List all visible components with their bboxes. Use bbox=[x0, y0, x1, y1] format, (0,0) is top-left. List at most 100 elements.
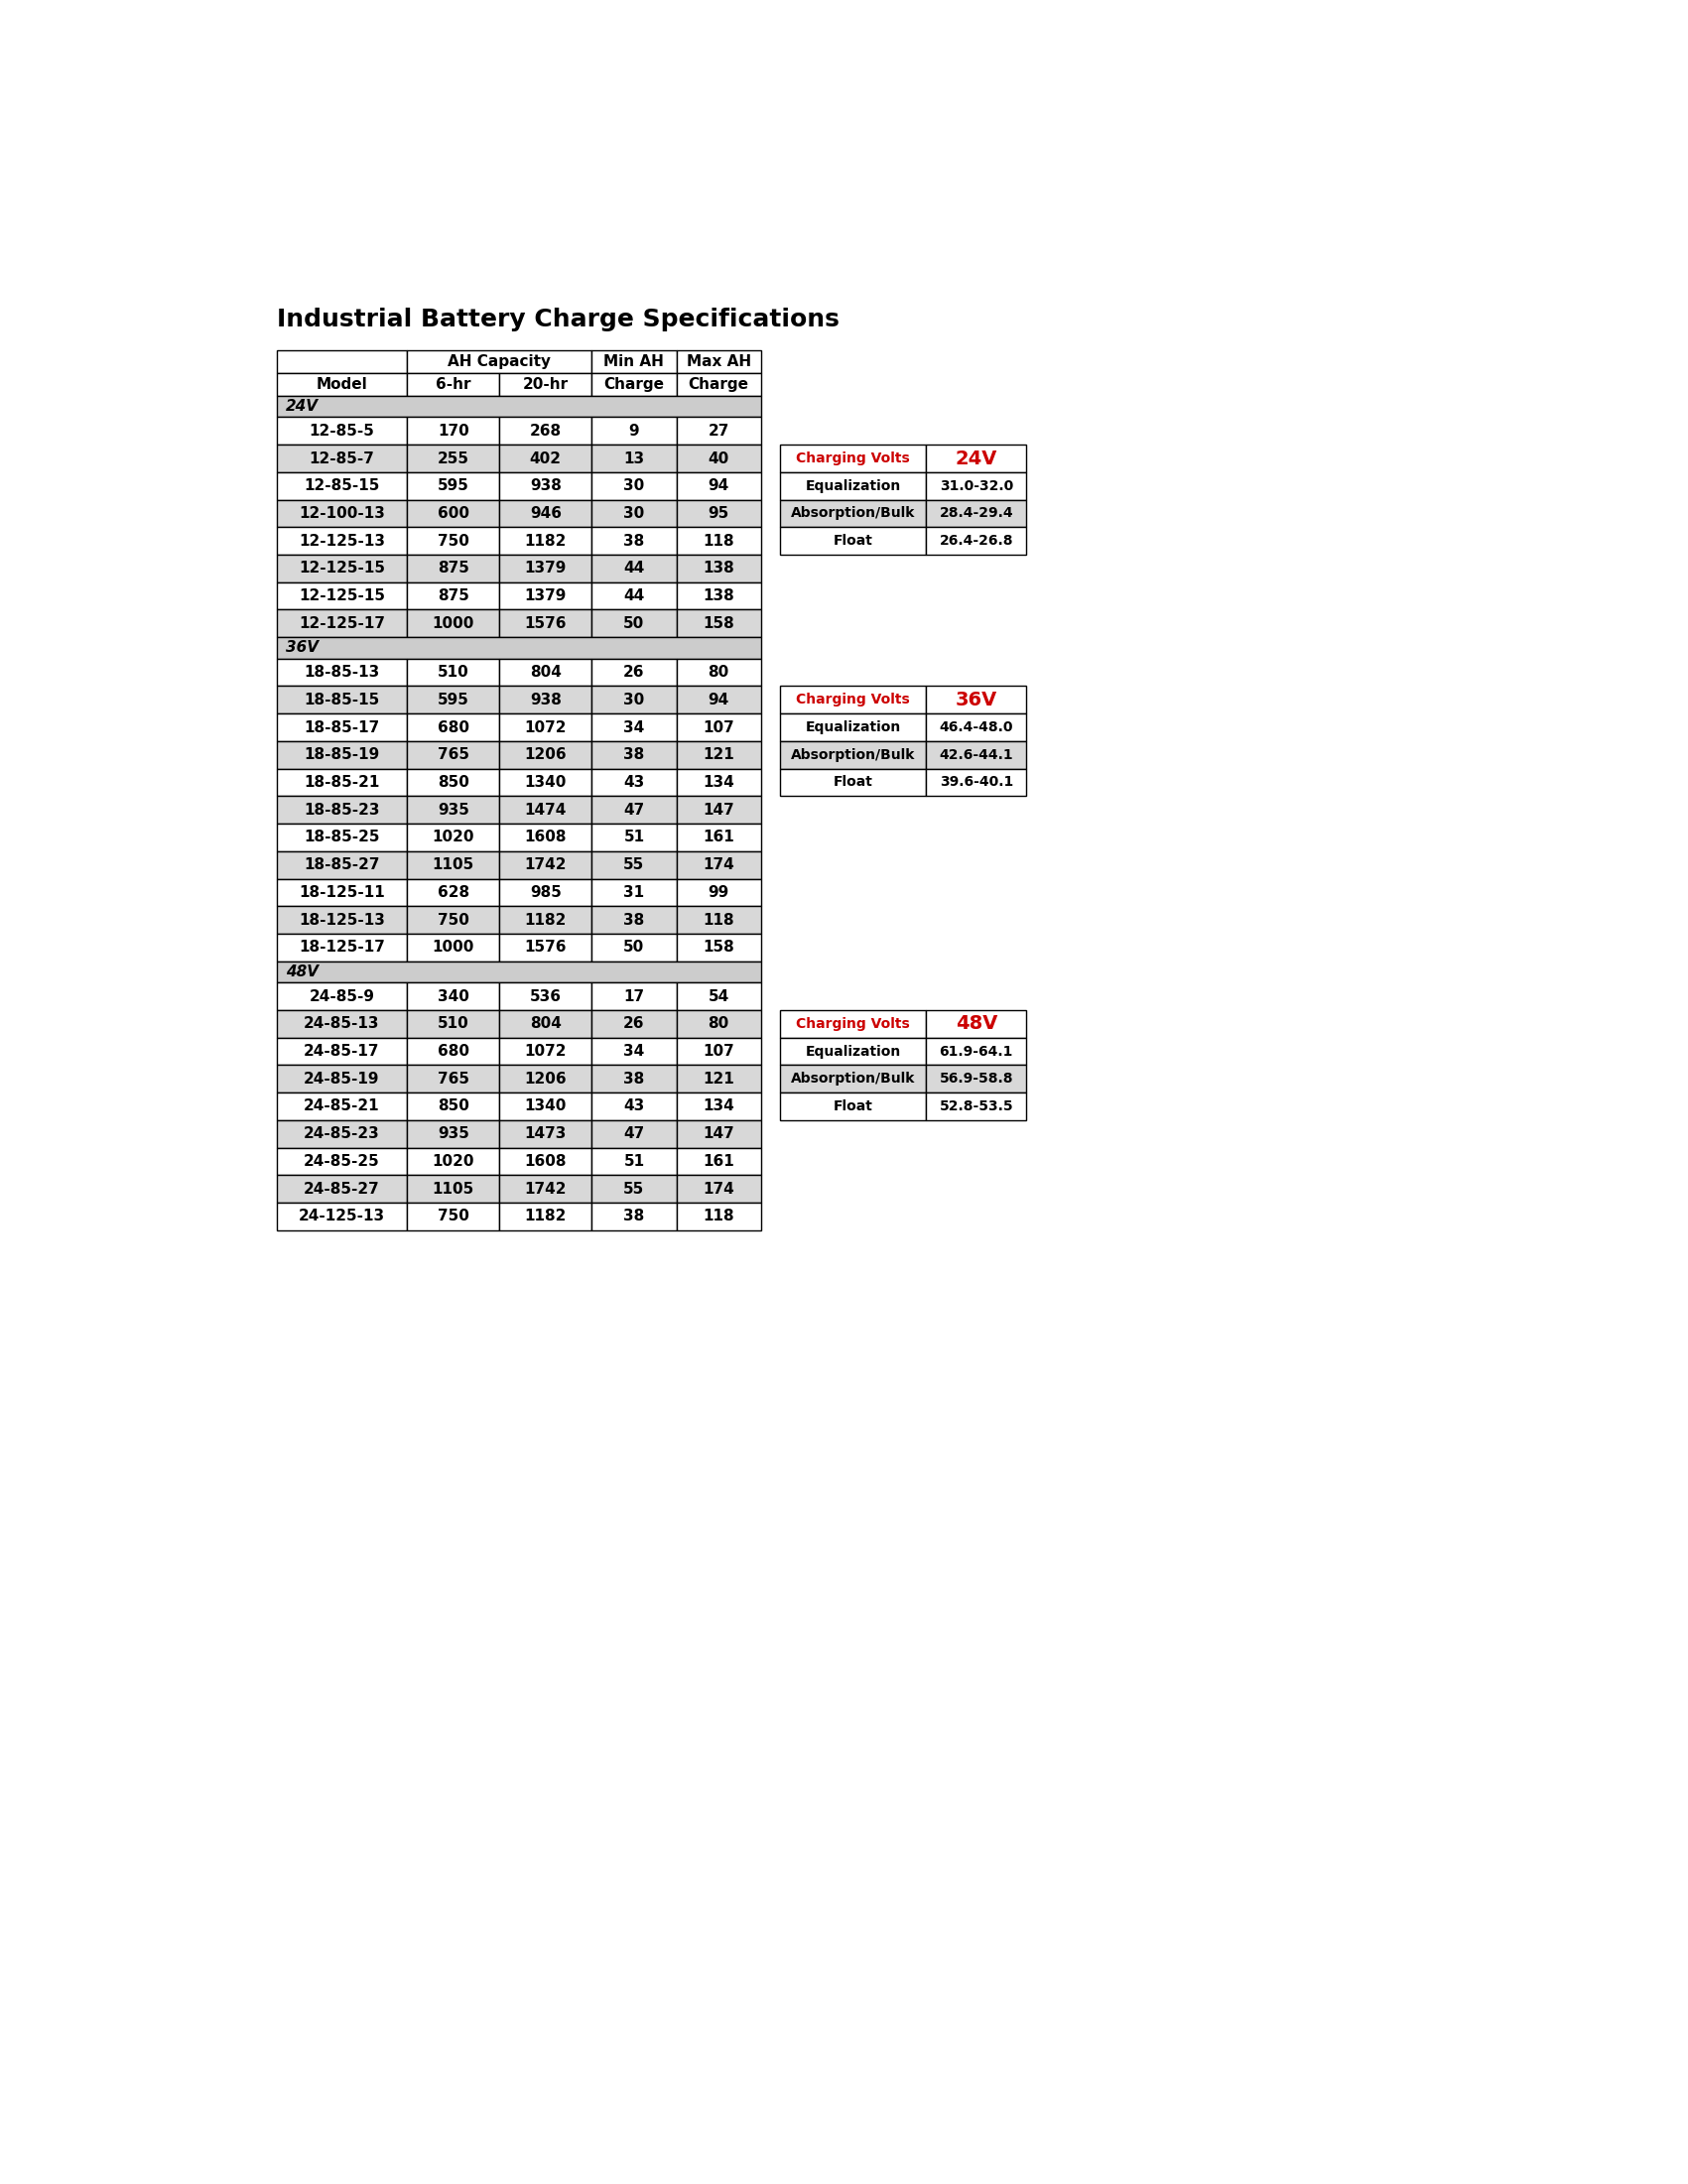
Bar bbox=[592, 935, 677, 961]
Text: 1473: 1473 bbox=[525, 1127, 567, 1142]
Bar bbox=[407, 472, 500, 500]
Text: 18-85-17: 18-85-17 bbox=[304, 721, 380, 734]
Text: 121: 121 bbox=[702, 1072, 734, 1085]
Text: 20-hr: 20-hr bbox=[523, 378, 569, 391]
Text: 1576: 1576 bbox=[525, 616, 567, 631]
Text: 1105: 1105 bbox=[432, 858, 474, 871]
Bar bbox=[592, 1147, 677, 1175]
Text: 24-85-13: 24-85-13 bbox=[304, 1016, 380, 1031]
Bar bbox=[407, 609, 500, 638]
Bar bbox=[277, 446, 407, 472]
Bar bbox=[677, 823, 761, 852]
Bar bbox=[277, 878, 407, 906]
Bar bbox=[927, 472, 1026, 500]
Text: 12-125-13: 12-125-13 bbox=[299, 533, 385, 548]
Text: 12-100-13: 12-100-13 bbox=[299, 507, 385, 522]
Bar bbox=[500, 555, 592, 583]
Text: 121: 121 bbox=[702, 747, 734, 762]
Text: 750: 750 bbox=[437, 913, 469, 928]
Bar bbox=[277, 1120, 407, 1147]
Bar bbox=[407, 1009, 500, 1037]
Text: 95: 95 bbox=[707, 507, 729, 522]
Text: 1182: 1182 bbox=[525, 1210, 567, 1223]
Bar bbox=[677, 446, 761, 472]
Text: 1474: 1474 bbox=[525, 802, 567, 817]
Bar bbox=[500, 609, 592, 638]
Bar bbox=[677, 983, 761, 1009]
Text: 765: 765 bbox=[437, 747, 469, 762]
Bar bbox=[277, 417, 407, 446]
Bar bbox=[407, 935, 500, 961]
Text: 38: 38 bbox=[623, 533, 645, 548]
Text: 850: 850 bbox=[437, 775, 469, 791]
Text: 147: 147 bbox=[702, 1127, 734, 1142]
Bar bbox=[500, 1203, 592, 1230]
Bar bbox=[407, 417, 500, 446]
Text: 80: 80 bbox=[707, 1016, 729, 1031]
Text: 850: 850 bbox=[437, 1099, 469, 1114]
Text: 18-85-23: 18-85-23 bbox=[304, 802, 380, 817]
Text: 161: 161 bbox=[702, 1153, 734, 1168]
Bar bbox=[592, 797, 677, 823]
Bar bbox=[500, 583, 592, 609]
Text: Charge: Charge bbox=[604, 378, 665, 391]
Bar bbox=[407, 906, 500, 935]
Text: 6-hr: 6-hr bbox=[436, 378, 471, 391]
Text: 38: 38 bbox=[623, 1210, 645, 1223]
Text: 18-85-19: 18-85-19 bbox=[304, 747, 380, 762]
Text: 875: 875 bbox=[437, 587, 469, 603]
Text: 402: 402 bbox=[530, 452, 562, 465]
Text: 680: 680 bbox=[437, 721, 469, 734]
Text: 118: 118 bbox=[702, 913, 734, 928]
Bar bbox=[277, 823, 407, 852]
Bar bbox=[277, 906, 407, 935]
Text: 43: 43 bbox=[623, 775, 645, 791]
Text: 12-125-15: 12-125-15 bbox=[299, 561, 385, 577]
Text: 750: 750 bbox=[437, 533, 469, 548]
Bar bbox=[500, 740, 592, 769]
Bar bbox=[277, 769, 407, 797]
Bar bbox=[592, 769, 677, 797]
Bar bbox=[592, 1120, 677, 1147]
Text: 30: 30 bbox=[623, 478, 645, 494]
Text: 161: 161 bbox=[702, 830, 734, 845]
Text: 17: 17 bbox=[623, 989, 645, 1005]
Bar bbox=[500, 1037, 592, 1066]
Text: 55: 55 bbox=[623, 1182, 645, 1197]
Bar bbox=[277, 660, 407, 686]
Bar bbox=[500, 1092, 592, 1120]
Bar bbox=[407, 1147, 500, 1175]
Bar bbox=[277, 1009, 407, 1037]
Text: 50: 50 bbox=[623, 939, 645, 954]
Bar bbox=[277, 1092, 407, 1120]
Bar bbox=[927, 526, 1026, 555]
Bar bbox=[277, 555, 407, 583]
Text: 1340: 1340 bbox=[525, 775, 567, 791]
Bar bbox=[407, 500, 500, 526]
Text: Equalization: Equalization bbox=[805, 1044, 901, 1059]
Text: 24-85-17: 24-85-17 bbox=[304, 1044, 380, 1059]
Bar bbox=[592, 878, 677, 906]
Bar bbox=[677, 472, 761, 500]
Bar bbox=[277, 1147, 407, 1175]
Text: 510: 510 bbox=[437, 1016, 469, 1031]
Text: 40: 40 bbox=[707, 452, 729, 465]
Bar bbox=[277, 349, 407, 373]
Bar bbox=[407, 1120, 500, 1147]
Text: 1000: 1000 bbox=[432, 616, 474, 631]
Bar bbox=[677, 797, 761, 823]
Bar bbox=[500, 1175, 592, 1203]
Text: Absorption/Bulk: Absorption/Bulk bbox=[792, 507, 915, 520]
Text: 946: 946 bbox=[530, 507, 562, 522]
Text: 99: 99 bbox=[707, 885, 729, 900]
Text: 38: 38 bbox=[623, 913, 645, 928]
Bar bbox=[677, 417, 761, 446]
Text: 48V: 48V bbox=[955, 1013, 998, 1033]
Bar bbox=[592, 446, 677, 472]
Bar bbox=[780, 1092, 927, 1120]
Bar bbox=[592, 740, 677, 769]
Bar bbox=[277, 609, 407, 638]
Bar bbox=[277, 983, 407, 1009]
Bar bbox=[592, 1009, 677, 1037]
Bar bbox=[500, 906, 592, 935]
